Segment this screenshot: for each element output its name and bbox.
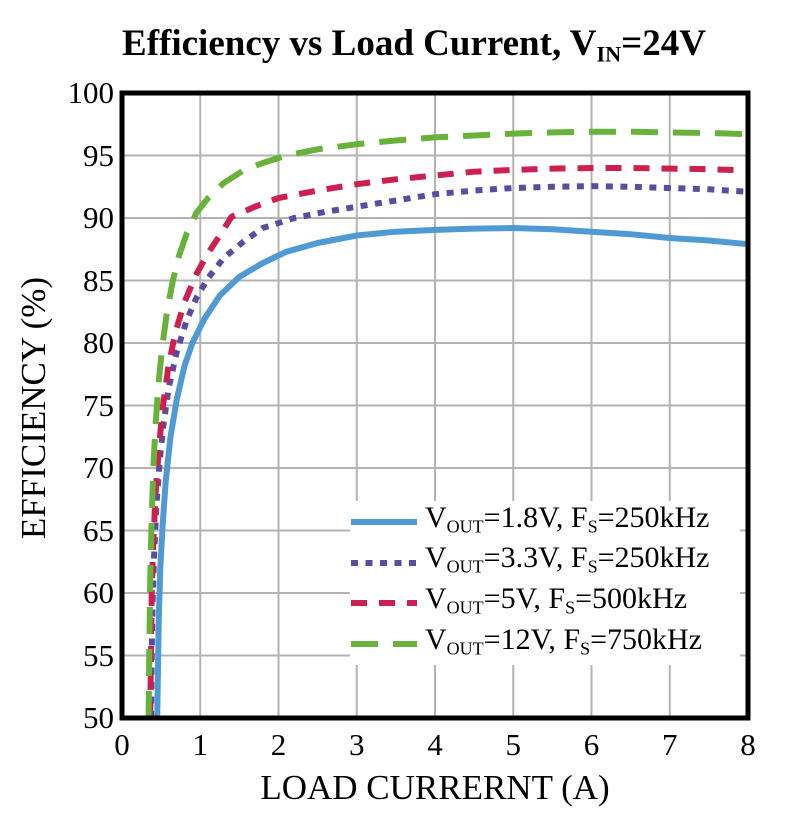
- legend: VOUT=1.8V, FS=250kHz VOUT=3.3V, FS=250kH…: [350, 501, 740, 665]
- legend-label: VOUT=1.8V, FS=250kHz: [425, 500, 710, 537]
- y-tick-label: 85: [83, 262, 114, 298]
- y-tick-label: 80: [83, 325, 114, 360]
- legend-item-1v8: VOUT=1.8V, FS=250kHz: [350, 500, 740, 541]
- y-tick-label: 95: [83, 137, 114, 173]
- x-axis-label: LOAD CURRERNT (A): [260, 768, 610, 807]
- series-curve-3: [145, 128, 749, 719]
- legend-item-3v3: VOUT=3.3V, FS=250kHz: [350, 541, 740, 582]
- legend-item-5v: VOUT=5V, FS=500kHz: [350, 584, 740, 622]
- y-tick-label: 100: [67, 75, 115, 110]
- y-tick-label: 75: [83, 387, 114, 423]
- x-tick-label: 5: [505, 727, 522, 762]
- x-tick-label: 3: [349, 727, 365, 762]
- x-tick-label: 6: [583, 727, 600, 762]
- x-tick-label: 2: [270, 727, 287, 762]
- y-tick-label: 65: [83, 512, 114, 548]
- x-tick-label: 1: [192, 727, 209, 762]
- y-tick-label: 50: [83, 700, 114, 735]
- legend-line-sample-green: [351, 640, 417, 647]
- legend-label: VOUT=12V, FS=750kHz: [425, 622, 702, 659]
- chart-title-text: Efficiency vs Load Current, V: [122, 23, 597, 64]
- legend-line-sample-blue: [351, 519, 417, 525]
- y-tick-label: 60: [83, 575, 114, 610]
- chart-title-subscript: IN: [596, 41, 622, 67]
- legend-label: VOUT=3.3V, FS=250kHz: [425, 541, 710, 577]
- y-tick-label: 55: [83, 637, 114, 673]
- y-tick-label: 70: [83, 450, 114, 485]
- legend-label: VOUT=5V, FS=500kHz: [425, 582, 687, 618]
- legend-line-sample-purple: [351, 559, 417, 566]
- legend-line-sample-red: [351, 600, 417, 607]
- x-tick-label: 8: [740, 727, 756, 762]
- y-tick-label: 90: [83, 200, 114, 235]
- legend-item-12v: VOUT=12V, FS=750kHz: [350, 622, 740, 663]
- x-tick-label: 0: [114, 727, 130, 762]
- chart-title: Efficiency vs Load Current, VIN=24V: [18, 22, 792, 68]
- chart-title-suffix: =24V: [621, 23, 706, 64]
- x-tick-label: 4: [427, 727, 443, 762]
- plot-frame: [119, 90, 751, 721]
- x-tick-label: 7: [662, 727, 678, 762]
- series-curve-0: [154, 225, 749, 719]
- plot-area: [119, 90, 751, 721]
